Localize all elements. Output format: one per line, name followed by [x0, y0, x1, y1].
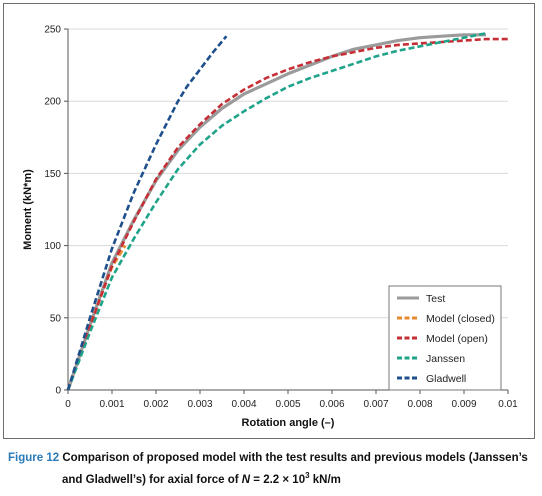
y-tick-label: 50	[50, 313, 62, 324]
x-axis-title: Rotation angle (–)	[242, 417, 335, 429]
x-tick-label: 0.009	[451, 399, 476, 410]
legend-label: Gladwell	[426, 373, 466, 385]
series-line-janssen	[66, 32, 487, 391]
figure-label: Figure 12	[8, 452, 60, 464]
caption-exponent: 3	[305, 471, 310, 480]
legend-label: Test	[426, 293, 445, 305]
y-tick-label: 100	[44, 241, 61, 252]
caption-symbol: N	[241, 473, 251, 486]
series-line-model-open	[66, 37, 508, 391]
caption-line2-prefix: and Gladwell’s) for axial force of	[62, 473, 242, 486]
x-tick-label: 0.003	[187, 399, 212, 410]
caption-line2: and Gladwell’s) for axial force of N = 2…	[8, 467, 536, 489]
legend-label: Model (closed)	[426, 313, 495, 325]
y-tick-label: 250	[44, 25, 61, 36]
x-tick-label: 0.01	[498, 399, 518, 410]
x-tick-label: 0.006	[319, 399, 344, 410]
y-tick-label: 0	[55, 386, 61, 397]
x-tick-label: 0.004	[231, 399, 256, 410]
series-line-gladwell	[66, 35, 228, 391]
x-tick-label: 0.008	[407, 399, 432, 410]
y-tick-label: 150	[44, 169, 61, 180]
x-tick-label: 0.001	[99, 399, 124, 410]
x-tick-label: 0.005	[275, 399, 300, 410]
y-axis-title: Moment (kN*m)	[22, 169, 34, 250]
caption-unit: kN/m	[309, 473, 341, 486]
legend-label: Janssen	[426, 353, 465, 365]
caption-line1: Comparison of proposed model with the te…	[62, 452, 528, 464]
x-tick-label: 0	[65, 399, 71, 410]
x-tick-label: 0.007	[363, 399, 388, 410]
x-tick-label: 0.002	[143, 399, 168, 410]
caption-equation: = 2.2 × 10	[250, 473, 306, 486]
chart: 0 50 100 150 200 250 0 0.001 0.002 0.003 0.004 0.00…	[22, 25, 518, 430]
legend-label: Model (open)	[426, 333, 488, 345]
y-tick-label: 200	[44, 97, 61, 108]
figure-caption: Figure 12 Comparison of proposed model w…	[8, 450, 536, 489]
